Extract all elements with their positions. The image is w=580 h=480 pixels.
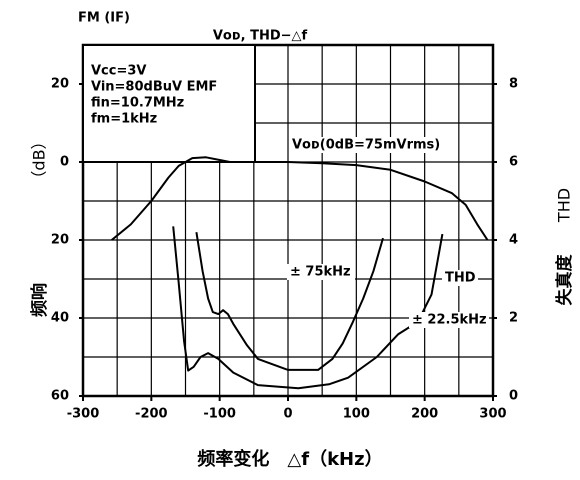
x-tick-label: 300	[479, 407, 506, 422]
y-tick-label: 20	[51, 233, 69, 248]
y-tick-label: 60	[51, 389, 69, 404]
y2-axis-unit: THD	[555, 188, 574, 223]
x-tick-label: -300	[67, 407, 100, 422]
conditions-box	[82, 44, 256, 163]
y2-tick-label: 0	[509, 389, 518, 404]
y-tick-label: 20	[51, 77, 69, 92]
series-line	[195, 232, 384, 371]
x-tick-label: 200	[411, 407, 438, 422]
annotation: THD	[445, 271, 476, 286]
x-axis-label: 频率变化 △f（kHz）	[197, 448, 382, 470]
header: FM (IF)	[78, 11, 130, 26]
condition: fm=1kHz	[91, 112, 157, 127]
chart-title: Vᴏᴅ, THD−△f	[213, 29, 308, 44]
label-bg	[442, 270, 478, 286]
y2-tick-label: 6	[509, 155, 518, 170]
x-tick-label: -100	[203, 407, 236, 422]
series-label: ± 22.5kHz	[412, 313, 487, 328]
series-line	[172, 226, 444, 390]
y2-tick-label: 4	[509, 233, 518, 248]
y-axis-label: 频响	[29, 283, 50, 317]
series-label: Vᴏᴅ(0dB=75mVrms)	[292, 138, 440, 153]
y-tick-label: 40	[51, 311, 69, 326]
label-bg	[409, 312, 489, 328]
y2-axis-label: 失真度	[554, 254, 575, 306]
label-bg	[287, 264, 355, 280]
label-bg	[289, 137, 444, 153]
y2-tick-label: 2	[509, 311, 518, 326]
y-axis-unit: （dB）	[30, 133, 49, 186]
y-tick-label: 0	[60, 155, 69, 170]
x-tick-label: -200	[135, 407, 168, 422]
x-tick-label: 100	[343, 407, 370, 422]
condition: Vcc=3V	[91, 64, 146, 79]
condition: fin=10.7MHz	[91, 96, 184, 111]
series-line	[111, 156, 489, 241]
series-label: ± 75kHz	[290, 265, 351, 280]
condition: Vin=80dBuV EMF	[91, 80, 217, 95]
x-tick-label: 0	[283, 407, 292, 422]
y2-tick-label: 8	[509, 77, 518, 92]
